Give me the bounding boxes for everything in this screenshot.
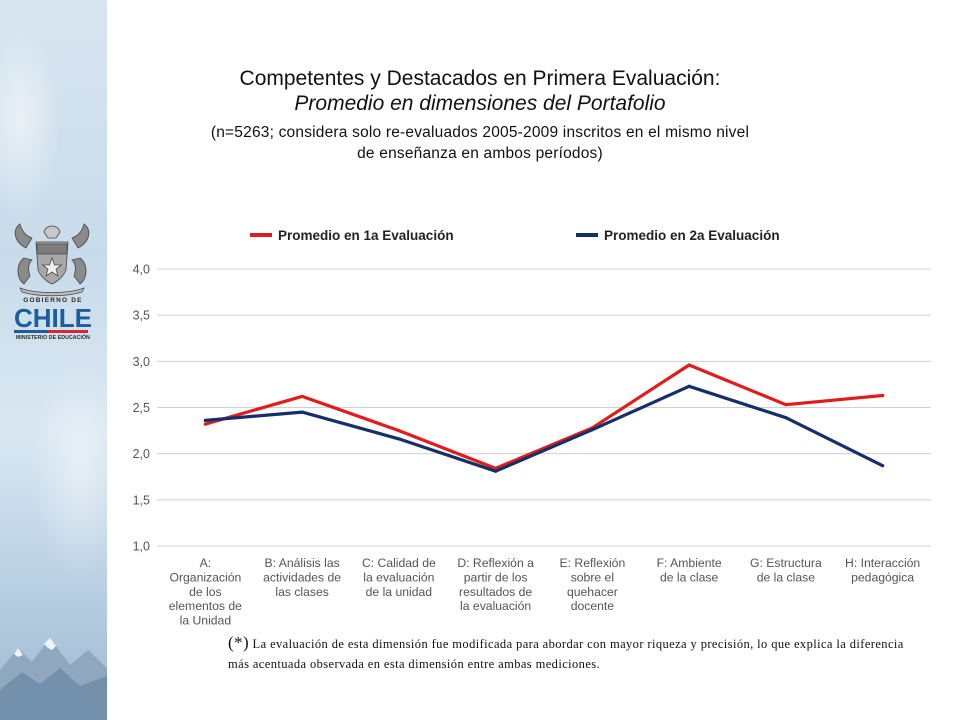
legend-label: Promedio en 1a Evaluación — [278, 228, 454, 243]
footnote-text: La evaluación de esta dimensión fue modi… — [228, 637, 904, 671]
x-tick-label-line: sobre el — [571, 570, 614, 584]
x-tick-label-line: C: Calidad de — [362, 556, 436, 570]
data-point — [397, 437, 401, 441]
government-label: GOBIERNO DE — [23, 297, 83, 304]
data-point — [300, 410, 304, 414]
data-point — [203, 418, 207, 423]
data-point — [687, 363, 691, 367]
left-decorative-panel: GOBIERNO DE CHILE MINISTERIO DE EDUCACIÓ… — [0, 0, 107, 720]
x-tick-label-line: elementos de — [169, 599, 242, 613]
x-tick-label-line: F: Ambiente — [657, 556, 722, 570]
slide-subtitle: (n=5263; considera solo re-evaluados 200… — [130, 122, 830, 164]
legend-item-1: Promedio en 1a Evaluación — [250, 228, 454, 243]
x-tick-label-line: G: Estructura — [750, 556, 822, 570]
x-tick-label-line: H: Interacción — [845, 556, 920, 570]
legend-label: Promedio en 2a Evaluación — [604, 228, 780, 243]
legend-item-2: Promedio en 2a Evaluación — [576, 228, 780, 243]
x-tick-label-line: de la unidad — [366, 585, 432, 599]
slide-title-italic: Promedio en dimensiones del Portafolio — [294, 92, 666, 115]
data-point — [881, 464, 885, 468]
y-tick-label: 2,5 — [133, 401, 150, 415]
y-tick-label: 1,0 — [133, 540, 150, 554]
chart-legend: Promedio en 1a Evaluación Promedio en 2a … — [250, 228, 780, 243]
x-tick-label-line: A: — [200, 556, 212, 570]
series-line-1 — [203, 363, 885, 470]
ministry-label: MINISTERIO DE EDUCACIÓN — [15, 335, 91, 341]
x-tick-label-line: partir de los — [464, 570, 528, 584]
subtitle-line-2: de enseñanza en ambos períodos) — [357, 145, 603, 162]
x-tick-label-line: Organización — [169, 570, 241, 584]
x-tick-label-line: de la clase — [757, 570, 815, 584]
line-chart: Promedio en 1a Evaluación Promedio en 2a … — [133, 228, 931, 628]
chart-series — [203, 363, 885, 473]
y-tick-label: 4,0 — [133, 263, 150, 277]
slide-title: Competentes y Destacados en Primera Eval… — [239, 67, 721, 90]
coat-of-arms-icon — [14, 223, 90, 297]
series-line-2 — [203, 384, 885, 473]
footnote: (*) La evaluación de esta dimensión fue … — [228, 633, 908, 674]
y-tick-label: 2,0 — [133, 447, 150, 461]
x-tick-label-line: pedagógica — [851, 570, 914, 584]
mountain-background-icon — [0, 638, 107, 720]
x-tick-label-line: las clases — [275, 585, 329, 599]
chart-gridlines — [157, 268, 931, 547]
x-tick-label-line: quehacer — [567, 585, 618, 599]
data-point — [300, 394, 304, 399]
y-tick-label: 3,5 — [133, 309, 150, 323]
data-point — [203, 422, 207, 426]
x-tick-label-line: D: Reflexión a — [457, 556, 534, 570]
data-point — [881, 393, 885, 398]
y-tick-label: 3,0 — [133, 355, 150, 369]
x-tick-label-line: de la clase — [660, 570, 718, 584]
subtitle-line-1: (n=5263; considera solo re-evaluados 200… — [210, 124, 750, 141]
x-tick-label-line: E: Reflexión — [560, 556, 626, 570]
chile-logo-word: CHILE — [14, 303, 92, 333]
footnote-mark: (*) — [228, 633, 250, 652]
x-tick-label-line: resultados de — [459, 585, 532, 599]
x-tick-label-line: B: Análisis las — [265, 556, 340, 570]
x-tick-label-line: docente — [571, 599, 615, 613]
data-point — [784, 403, 788, 407]
y-axis-ticks: 1,0 1,5 2,0 2,5 3,0 3,5 4,0 — [133, 263, 150, 554]
data-point — [494, 469, 498, 473]
data-point — [397, 428, 401, 433]
x-tick-label-line: la evaluación — [460, 599, 531, 613]
data-point — [590, 428, 594, 432]
slide-title-block: Competentes y Destacados en Primera Eval… — [130, 66, 830, 164]
y-tick-label: 1,5 — [133, 493, 150, 507]
flag-color-bar — [14, 330, 88, 333]
x-tick-label-line: la evaluación — [363, 570, 434, 584]
x-tick-label-line: actividades de — [263, 570, 341, 584]
x-tick-label-line: la Unidad — [180, 614, 232, 628]
x-tick-label-line: de los — [189, 585, 222, 599]
data-point — [784, 416, 788, 420]
data-point — [687, 384, 691, 388]
